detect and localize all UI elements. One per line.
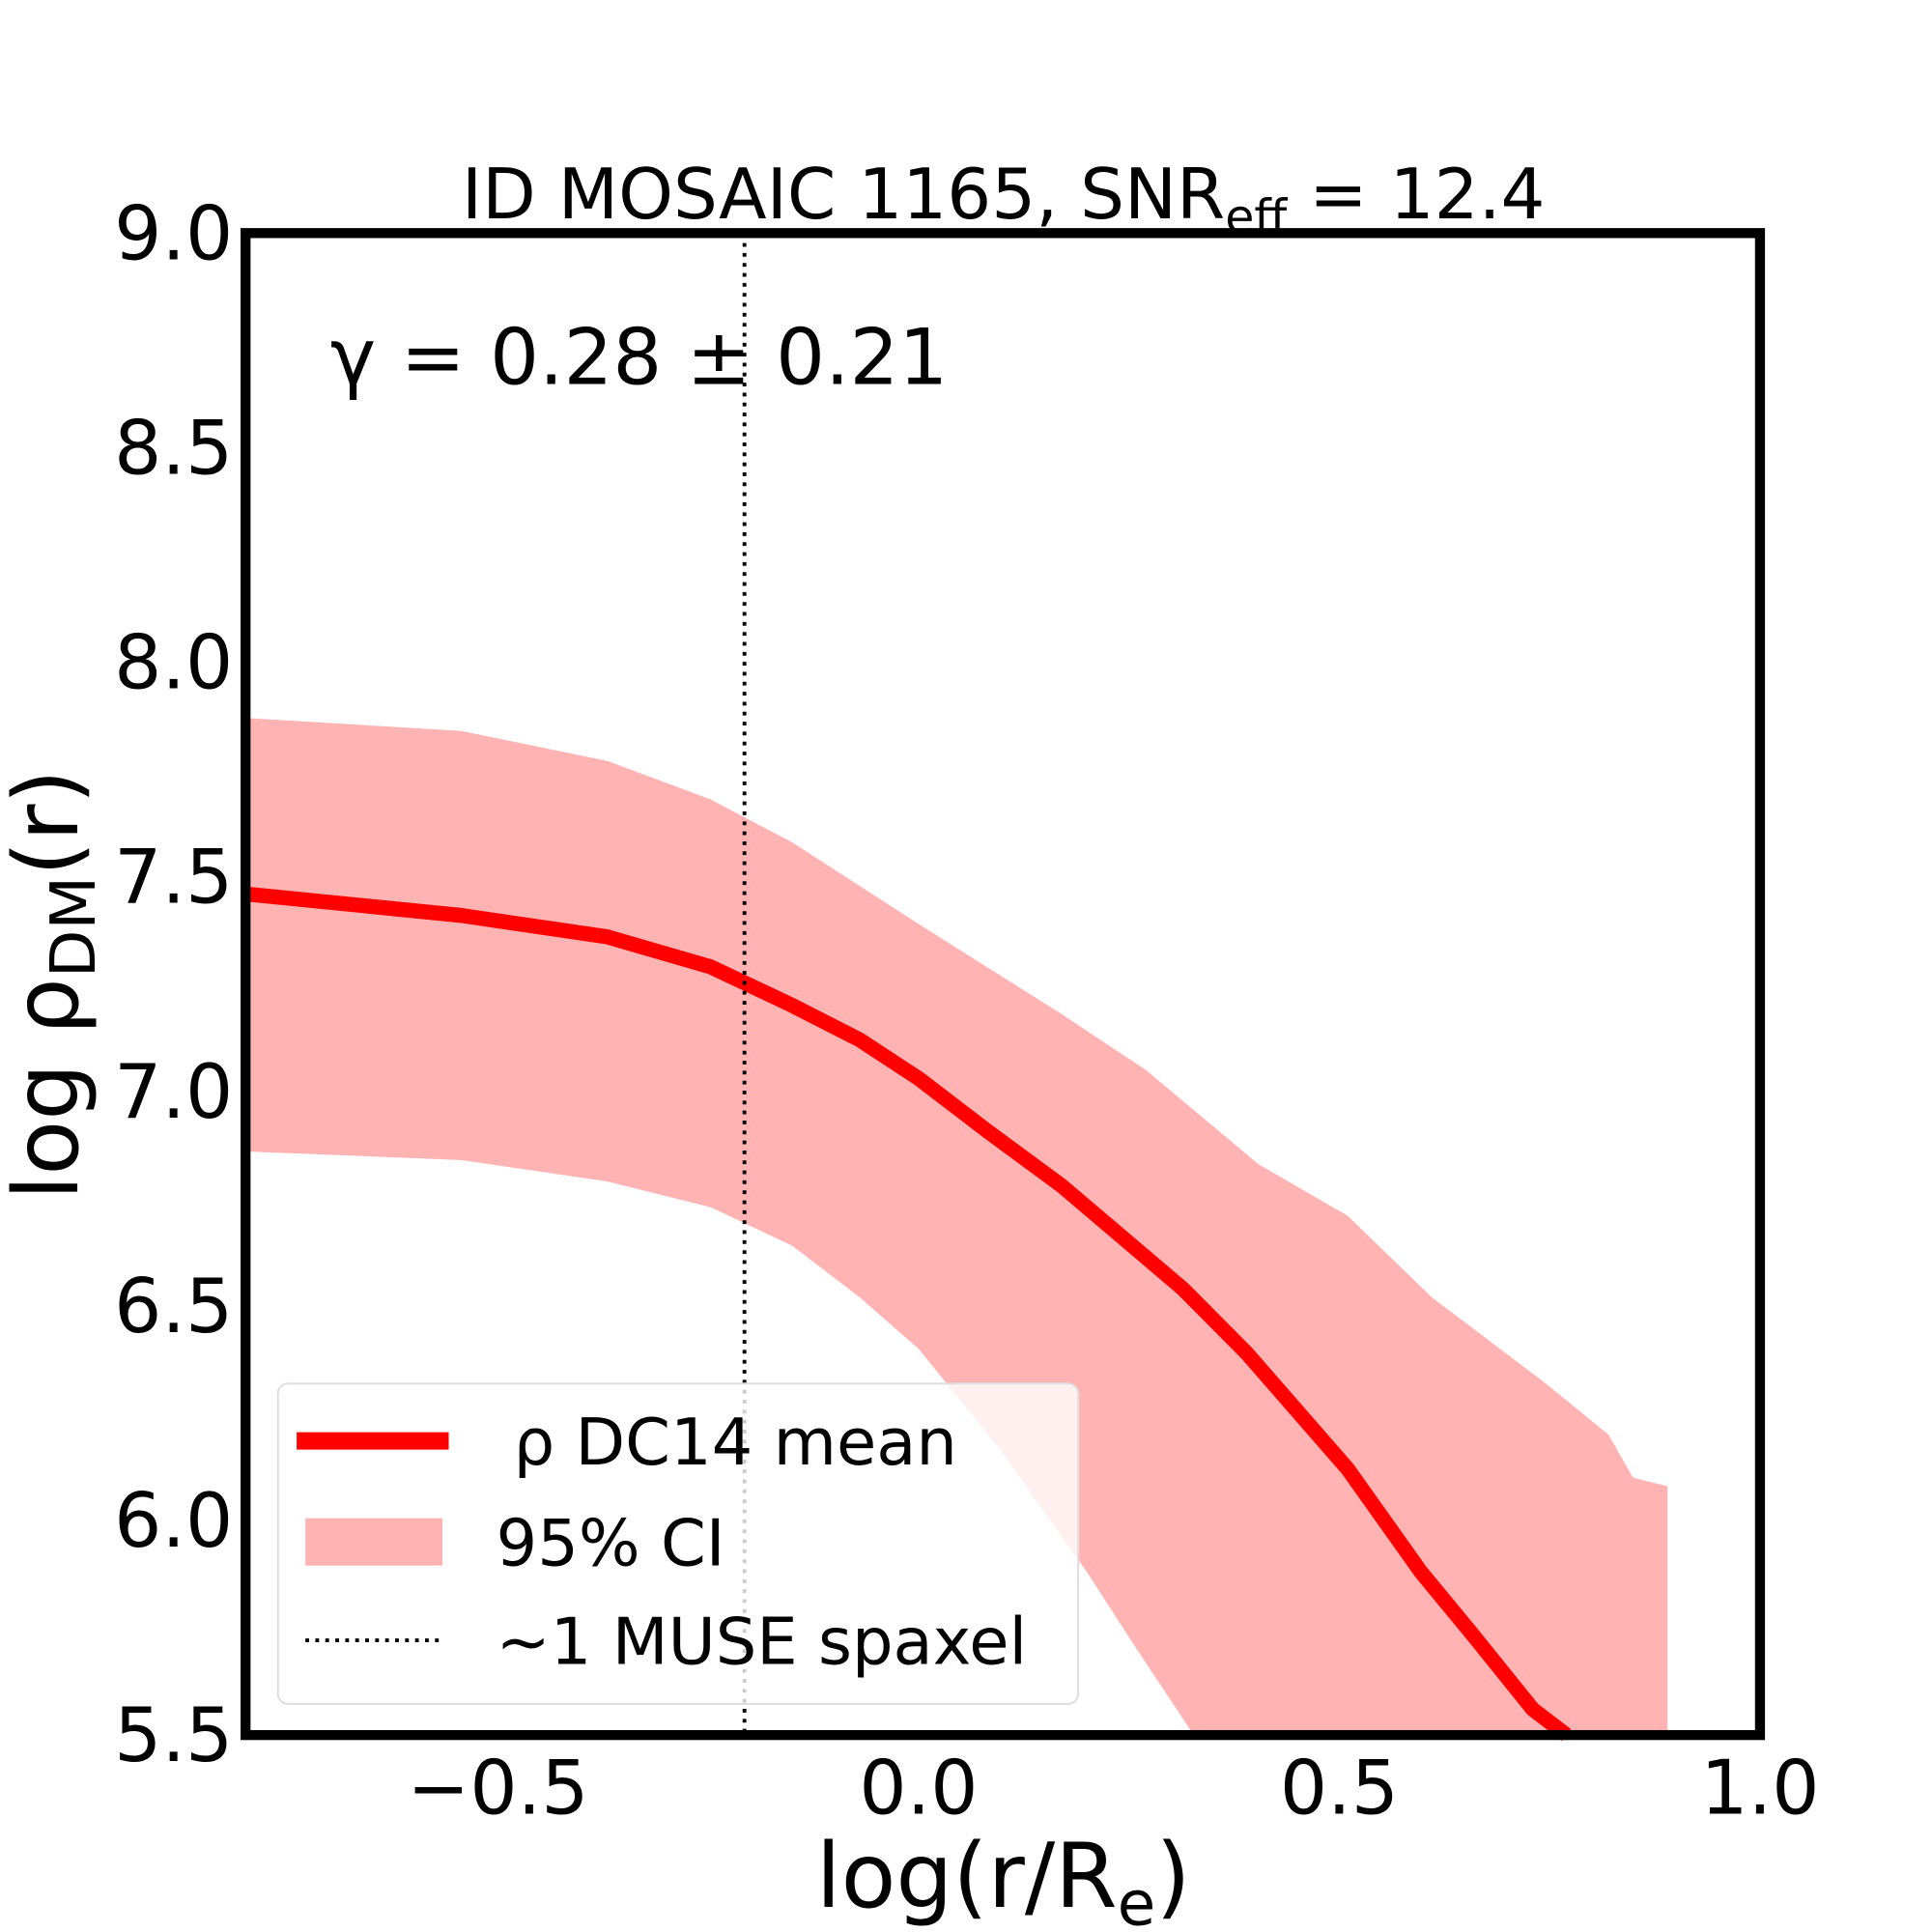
x-tick-labels: −0.5 0.0 0.5 1.0 xyxy=(407,1745,1819,1832)
legend-ci-swatch xyxy=(305,1518,443,1566)
y-tick-label: 8.0 xyxy=(114,620,233,707)
y-tick-label: 9.0 xyxy=(114,190,233,277)
plot-frame xyxy=(241,228,1766,1741)
mean-line xyxy=(244,886,1572,1742)
y-tick-label: 5.5 xyxy=(114,1692,233,1779)
y-tick-label: 7.0 xyxy=(114,1049,233,1136)
legend-box xyxy=(276,1382,1080,1705)
gamma-annotation: γ = 0.28 ± 0.21 xyxy=(330,312,948,402)
x-tick-label: 0.0 xyxy=(859,1745,978,1832)
y-tick-label: 6.5 xyxy=(114,1264,233,1350)
legend-spaxel-label: ~1 MUSE spaxel xyxy=(497,1605,1028,1680)
x-tick-label: 0.5 xyxy=(1280,1745,1399,1832)
x-tick-label: 1.0 xyxy=(1700,1745,1819,1832)
y-tick-labels: 5.5 6.0 6.5 7.0 7.5 8.0 8.5 9.0 xyxy=(114,190,233,1779)
legend-ci-label: 95% CI xyxy=(497,1506,725,1581)
legend-mean-label: ρ DC14 mean xyxy=(514,1405,957,1480)
plot-area xyxy=(241,228,1766,1742)
y-tick-label: 7.5 xyxy=(114,835,233,922)
x-axis-label: log(r/Re) xyxy=(816,1824,1191,1932)
x-tick-label: −0.5 xyxy=(407,1745,588,1832)
y-tick-label: 6.0 xyxy=(114,1478,233,1565)
y-axis-label: log ρDM(r) xyxy=(0,769,110,1200)
chart-title: ID MOSAIC 1165, SNReff = 12.4 xyxy=(462,155,1546,244)
y-tick-label: 8.5 xyxy=(114,406,233,493)
ci-band xyxy=(245,718,1668,1736)
legend: ρ DC14 mean 95% CI ~1 MUSE spaxel xyxy=(276,1382,1080,1705)
